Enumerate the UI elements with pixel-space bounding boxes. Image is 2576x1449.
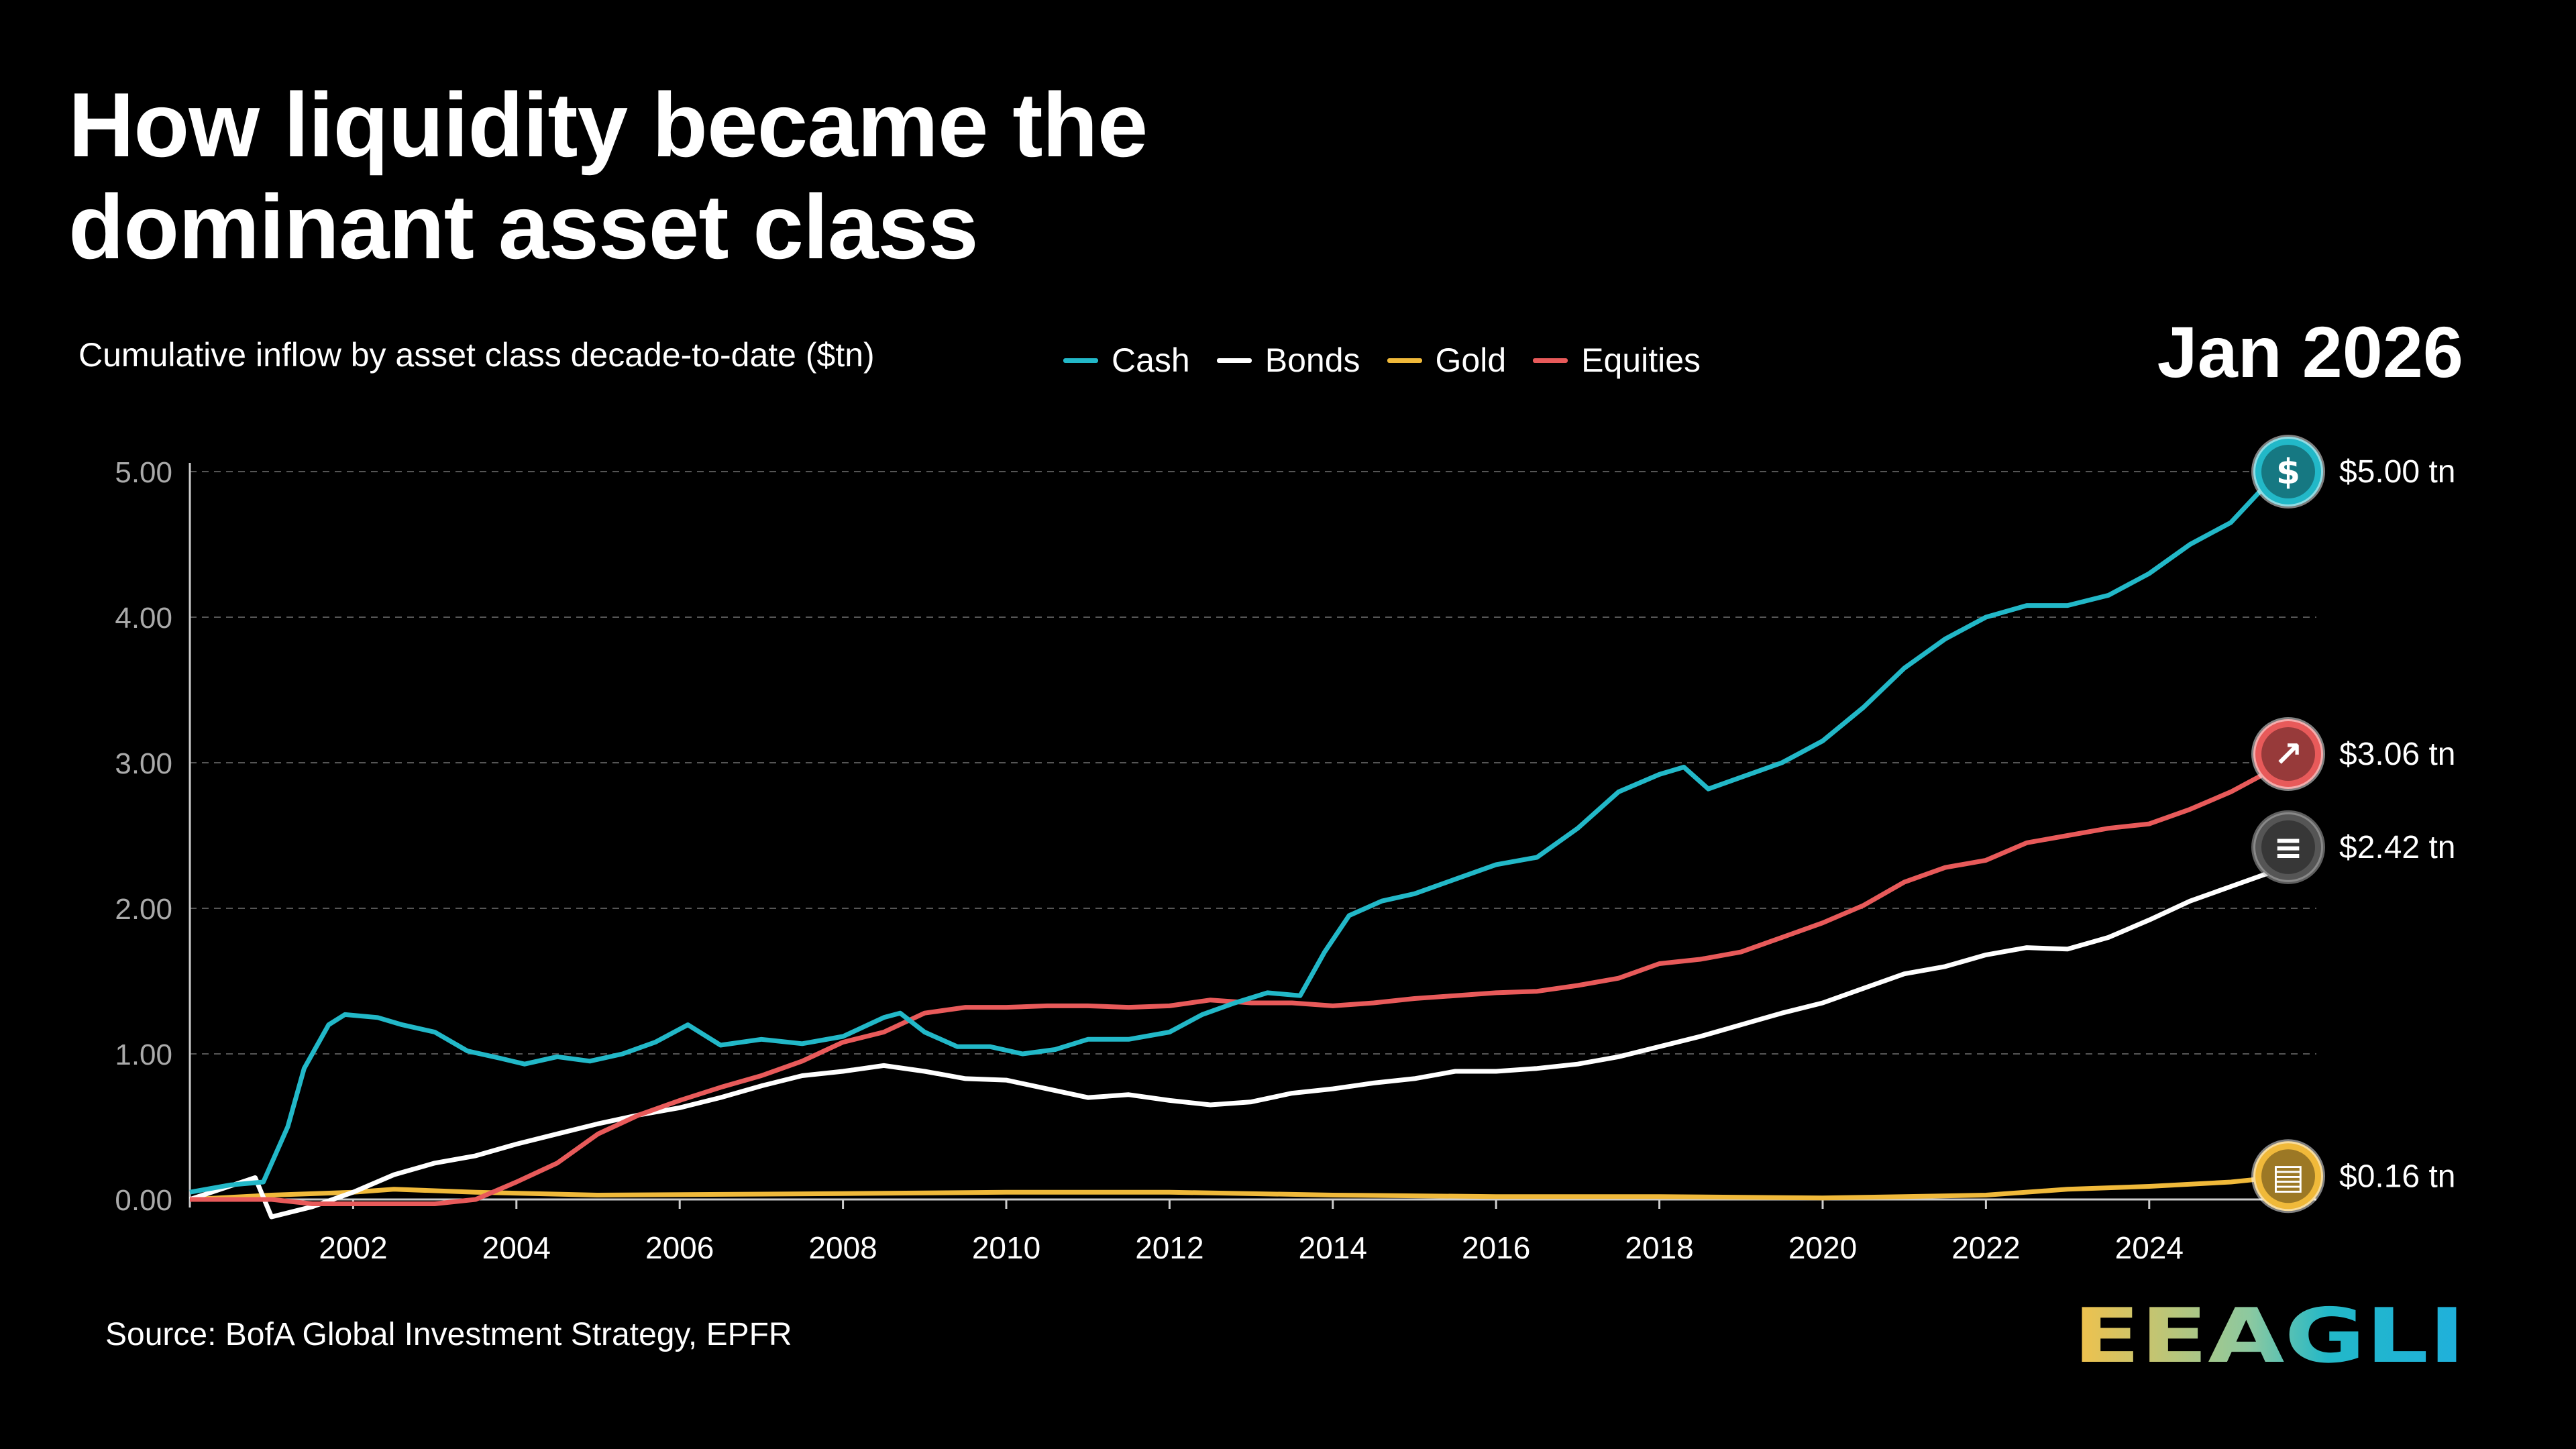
legend-swatch-equities xyxy=(1533,358,1568,363)
legend-label-gold: Gold xyxy=(1435,341,1507,379)
gold-coins-icon-inner xyxy=(2261,1149,2315,1203)
source-note: Source: BofA Global Investment Strategy,… xyxy=(105,1317,792,1352)
legend-swatch-bonds xyxy=(1216,358,1252,363)
x-tick-label: 2016 xyxy=(1462,1230,1530,1265)
series-line-gold xyxy=(189,1173,2289,1202)
series-line-equities xyxy=(190,760,2290,1206)
bond-certificate-icon: ≡ xyxy=(2251,810,2325,884)
x-tick-label: 2004 xyxy=(482,1230,551,1265)
series-lines xyxy=(189,469,2290,1220)
legend-item-bonds: Bonds xyxy=(1216,341,1360,380)
x-tick-label: 2018 xyxy=(1625,1230,1693,1265)
legend-swatch-gold xyxy=(1387,358,1422,363)
money-stack-icon: $ xyxy=(2251,435,2325,508)
x-tick-label: 2012 xyxy=(1135,1230,1203,1265)
bull-chart-icon-badge xyxy=(2251,716,2325,791)
end-label-equities: $3.06 tn xyxy=(2339,737,2455,772)
svg-text:EEAGLI: EEAGLI xyxy=(2073,1298,2465,1372)
legend-item-cash: Cash xyxy=(1063,341,1190,380)
end-label-gold: $0.16 tn xyxy=(2339,1159,2455,1194)
x-tick-label: 2008 xyxy=(808,1230,877,1265)
x-tick-label: 2014 xyxy=(1299,1230,1367,1265)
gold-coins-icon-badge xyxy=(2251,1139,2325,1214)
legend-item-equities: Equities xyxy=(1533,341,1701,380)
end-markers: $ $5.00 tn ↗ $3.06 tn ≡ $2.42 tn ▤ $0.16 tn xyxy=(2251,435,2455,1214)
y-tick-label: 1.00 xyxy=(115,1038,172,1071)
legend-label-equities: Equities xyxy=(1581,341,1701,379)
bull-chart-icon-inner xyxy=(2261,727,2315,781)
gold-coins-icon: ▤ xyxy=(2251,1139,2325,1214)
legend-label-cash: Cash xyxy=(1112,341,1190,379)
x-tick-label: 2024 xyxy=(2115,1230,2184,1265)
y-tick-label: 2.00 xyxy=(115,893,172,926)
date-label: Jan 2026 xyxy=(2157,311,2463,392)
title-line-1: How liquidity became the xyxy=(68,74,1148,176)
bull-chart-icon-glyph: ↗ xyxy=(2273,735,2303,775)
bond-certificate-icon-inner xyxy=(2261,820,2315,874)
legend-swatch-cash xyxy=(1063,358,1098,363)
y-tick-label: 3.00 xyxy=(115,747,172,780)
eeagli-logo: EEAGLI xyxy=(2073,1298,2465,1372)
end-label-bonds: $2.42 tn xyxy=(2339,830,2455,865)
y-tick-label: 4.00 xyxy=(115,602,172,635)
bull-chart-icon: ↗ xyxy=(2251,716,2325,791)
x-tick-label: 2010 xyxy=(972,1230,1040,1265)
money-stack-icon-inner xyxy=(2261,445,2315,498)
gridlines xyxy=(190,471,2316,1055)
axes: 0.00 1.00 2.00 3.00 4.00 5.00 2002 2004 2006 2008… xyxy=(115,456,2316,1265)
legend-item-gold: Gold xyxy=(1387,341,1507,380)
chart-subtitle: Cumulative inflow by asset class decade-… xyxy=(78,336,875,374)
gold-coins-icon-glyph: ▤ xyxy=(2271,1157,2304,1197)
chart-title: How liquidity became the dominant asset c… xyxy=(68,74,1148,278)
x-tick-label: 2022 xyxy=(1951,1230,2020,1265)
legend: Cash Bonds Gold Equities xyxy=(1063,341,1701,380)
legend-label-bonds: Bonds xyxy=(1265,341,1360,379)
money-stack-icon-glyph: $ xyxy=(2276,452,2300,492)
x-tick-label: 2002 xyxy=(319,1230,387,1265)
money-stack-icon-badge xyxy=(2251,435,2325,508)
y-tick-label: 0.00 xyxy=(115,1184,172,1217)
end-label-cash: $5.00 tn xyxy=(2339,454,2455,490)
x-tick-label: 2020 xyxy=(1788,1230,1857,1265)
bond-certificate-icon-badge xyxy=(2251,810,2325,884)
title-line-2: dominant asset class xyxy=(68,176,979,278)
series-line-bonds xyxy=(189,862,2290,1220)
bond-certificate-icon-glyph: ≡ xyxy=(2273,828,2303,868)
series-line-cash xyxy=(189,469,2290,1195)
x-tick-label: 2006 xyxy=(645,1230,714,1265)
y-tick-label: 5.00 xyxy=(115,456,172,489)
